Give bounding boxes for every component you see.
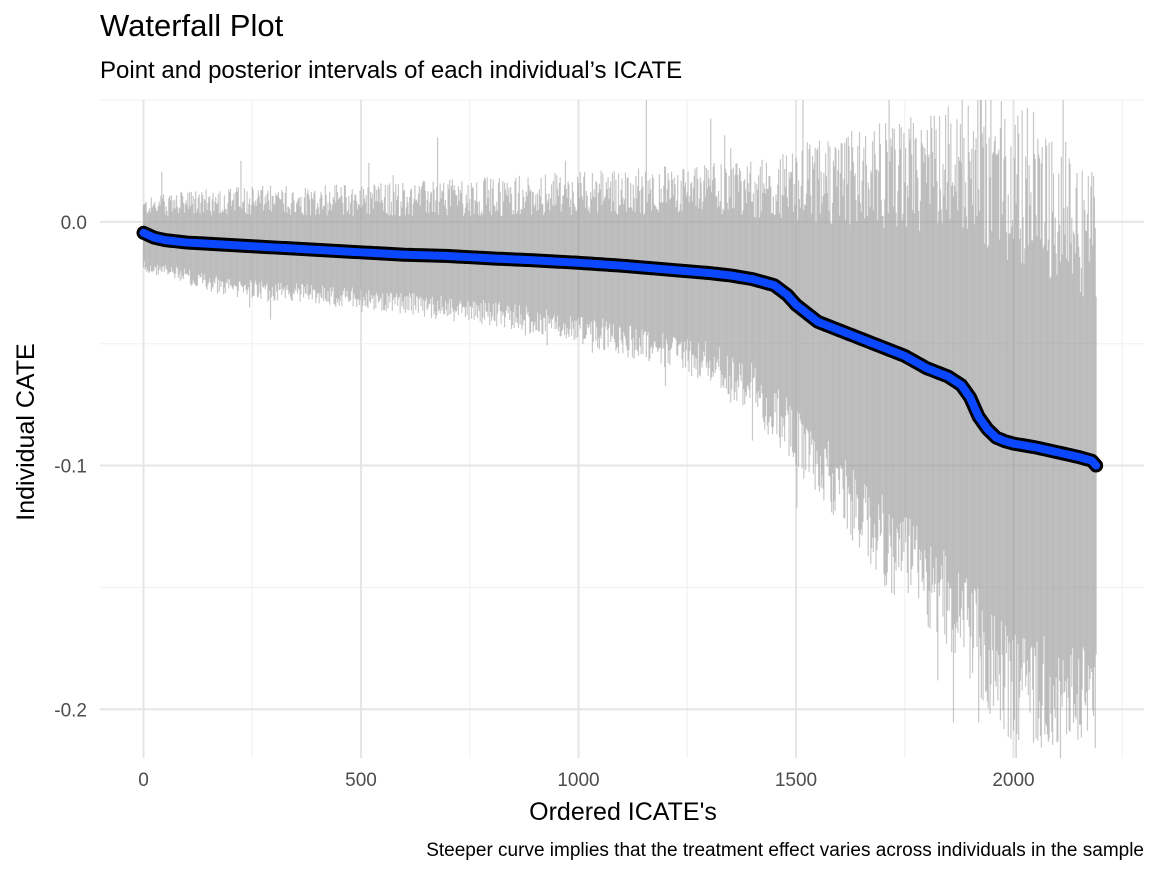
x-tick-label: 0	[138, 770, 149, 791]
chart-title: Waterfall Plot	[100, 8, 284, 43]
y-tick-label: 0.0	[61, 213, 87, 234]
x-tick-label: 500	[345, 770, 377, 791]
chart-subtitle: Point and posterior intervals of each in…	[100, 57, 683, 84]
y-axis-title: Individual CATE	[12, 343, 40, 520]
y-tick-label: -0.1	[54, 457, 87, 478]
chart-caption: Steeper curve implies that the treatment…	[426, 840, 1144, 861]
axis-ticks: 0 500 1000 1500 2000 0.0 -0.1 -0.2	[54, 213, 1034, 791]
x-axis-title: Ordered ICATE's	[529, 798, 717, 826]
posterior-intervals	[142, 100, 1097, 758]
x-tick-label: 1000	[557, 770, 599, 791]
point-estimate-line	[139, 228, 1101, 470]
y-tick-label: -0.2	[54, 700, 87, 721]
point-estimates	[136, 225, 1104, 473]
x-tick-label: 1500	[775, 770, 817, 791]
x-tick-label: 2000	[992, 770, 1034, 791]
